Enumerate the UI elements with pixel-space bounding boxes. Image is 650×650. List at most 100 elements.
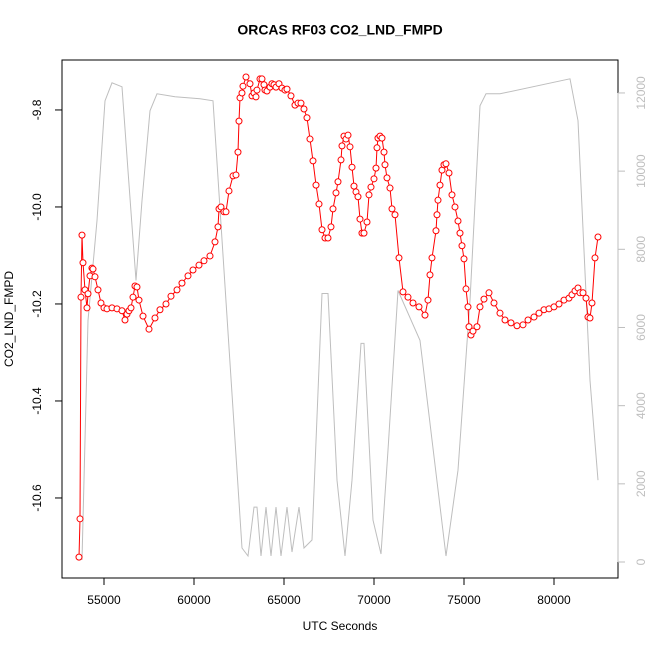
point — [432, 227, 440, 235]
point — [200, 257, 208, 265]
point — [448, 191, 456, 199]
point — [530, 313, 538, 321]
point — [378, 134, 386, 142]
point — [217, 203, 225, 211]
point — [234, 148, 242, 156]
point — [76, 515, 84, 523]
point — [214, 223, 222, 231]
point — [78, 231, 86, 239]
point — [258, 75, 266, 83]
point — [252, 93, 260, 101]
point — [184, 272, 192, 280]
point — [232, 171, 240, 179]
point — [337, 156, 345, 164]
point — [97, 299, 105, 307]
point — [195, 261, 203, 269]
point — [535, 309, 543, 317]
point — [456, 229, 464, 237]
point — [485, 289, 493, 297]
point — [550, 303, 558, 311]
point — [309, 157, 317, 165]
point — [303, 114, 311, 122]
point — [239, 82, 247, 90]
point — [469, 327, 477, 335]
point — [332, 189, 340, 197]
point — [480, 295, 488, 303]
point — [433, 211, 441, 219]
point — [315, 200, 323, 208]
point — [327, 223, 335, 231]
point — [151, 314, 159, 322]
point — [464, 303, 472, 311]
point — [490, 299, 498, 307]
point — [399, 288, 407, 296]
y-tick-label: -10.4 — [30, 387, 44, 415]
point — [524, 316, 532, 324]
y-tick-label: -10.6 — [30, 484, 44, 512]
point — [156, 306, 164, 314]
point — [507, 319, 515, 327]
point — [118, 307, 126, 315]
x-tick-label: 80000 — [537, 593, 571, 607]
point — [91, 273, 99, 281]
point — [458, 242, 466, 250]
point — [454, 217, 462, 225]
point — [445, 169, 453, 177]
point — [127, 304, 135, 312]
point — [334, 178, 342, 186]
point — [588, 299, 596, 307]
point — [75, 553, 83, 561]
point — [436, 181, 444, 189]
point — [242, 73, 250, 81]
point — [79, 259, 87, 267]
x-axis-label: UTC Seconds — [303, 619, 378, 633]
y2-tick-label: 2000 — [634, 470, 648, 497]
point — [283, 85, 291, 93]
point — [442, 160, 450, 168]
point — [386, 184, 394, 192]
point — [135, 296, 143, 304]
point — [434, 196, 442, 204]
chart-title: ORCAS RF03 CO2_LND_FMPD — [237, 22, 442, 38]
point — [381, 161, 389, 169]
point — [189, 266, 197, 274]
point — [312, 181, 320, 189]
y2-tick-label: 12000 — [634, 76, 648, 110]
point — [306, 135, 314, 143]
point — [344, 131, 352, 139]
point — [89, 265, 97, 273]
point — [501, 316, 509, 324]
point — [473, 323, 481, 331]
y-tick-label: -9.8 — [30, 99, 44, 120]
y2-tick-label: 10000 — [634, 154, 648, 188]
point — [460, 255, 468, 263]
point — [421, 311, 429, 319]
point — [206, 252, 214, 260]
point — [222, 208, 230, 216]
point — [324, 234, 332, 242]
point — [356, 215, 364, 223]
point — [365, 191, 373, 199]
point — [519, 321, 527, 329]
point — [388, 205, 396, 213]
point — [594, 233, 602, 241]
point — [465, 323, 473, 331]
point — [84, 290, 92, 298]
point — [235, 117, 243, 125]
point — [350, 182, 358, 190]
point — [348, 163, 356, 171]
point — [121, 316, 129, 324]
point — [77, 293, 85, 301]
point — [162, 300, 170, 308]
y-tick-label: -10.2 — [30, 290, 44, 318]
point — [380, 148, 388, 156]
point — [297, 99, 305, 107]
point — [145, 325, 153, 333]
point — [238, 89, 246, 97]
x-tick-label: 65000 — [267, 593, 301, 607]
point — [318, 226, 326, 234]
x-tick-label: 55000 — [87, 593, 121, 607]
point — [555, 300, 563, 308]
y2-tick-label: 8000 — [634, 236, 648, 263]
